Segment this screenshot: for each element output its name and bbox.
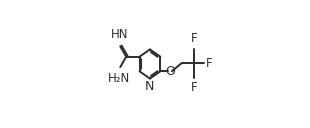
Text: HN: HN	[111, 29, 128, 41]
Text: N: N	[145, 80, 155, 93]
Text: H₂N: H₂N	[108, 72, 130, 86]
Text: F: F	[191, 32, 197, 45]
Text: O: O	[165, 65, 175, 78]
Text: F: F	[206, 57, 213, 70]
Text: F: F	[191, 81, 197, 94]
